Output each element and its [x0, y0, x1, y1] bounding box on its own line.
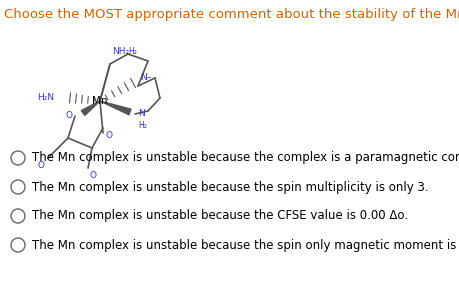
Polygon shape [100, 101, 131, 115]
Text: O: O [105, 132, 112, 140]
Text: H₂N: H₂N [37, 94, 54, 102]
Text: The Mn complex is unstable because the spin multiplicity is only 3.: The Mn complex is unstable because the s… [32, 180, 429, 194]
Text: The Mn complex is unstable because the complex is a paramagnetic complex: The Mn complex is unstable because the c… [32, 152, 459, 164]
Text: H₂: H₂ [138, 120, 147, 130]
Text: O: O [90, 171, 97, 180]
Text: Choose the MOST appropriate comment about the stability of the Mn complex: Choose the MOST appropriate comment abou… [4, 8, 459, 21]
Text: NH₂: NH₂ [112, 47, 129, 56]
Text: N–: N– [140, 73, 151, 82]
Text: O: O [38, 161, 45, 170]
Text: The Mn complex is unstable because the CFSE value is 0.00 Δo.: The Mn complex is unstable because the C… [32, 210, 408, 223]
Polygon shape [81, 101, 100, 116]
Text: N: N [138, 110, 145, 118]
Text: Mn: Mn [92, 96, 108, 106]
Text: The Mn complex is unstable because the spin only magnetic moment is 2.83 Bohr.: The Mn complex is unstable because the s… [32, 239, 459, 251]
Text: O: O [66, 112, 73, 120]
Text: H₂: H₂ [128, 47, 137, 56]
